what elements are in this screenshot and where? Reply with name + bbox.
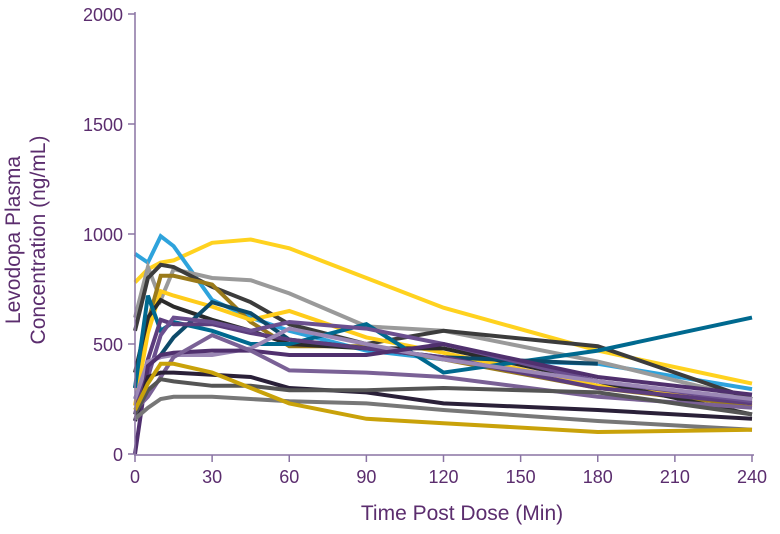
y-tick-label: 0 (113, 445, 123, 465)
series-line-18 (133, 361, 753, 435)
x-tick-label: 240 (737, 467, 767, 487)
x-tick-label: 0 (130, 467, 140, 487)
series-line-16 (133, 377, 753, 417)
series-line-4 (133, 262, 753, 401)
y-axis-label: Levodopa Plasma Concentration (ng/mL) (2, 136, 50, 345)
x-tick-label: 90 (356, 467, 376, 487)
x-tick-label: 60 (279, 467, 299, 487)
series-line-17 (133, 394, 753, 432)
series-line-1 (133, 237, 753, 386)
x-axis-label: Time Post Dose (Min) (361, 502, 563, 525)
series-layer (133, 233, 753, 455)
y-tick-label: 1000 (83, 225, 123, 245)
y-axis-label-line-1: Levodopa Plasma (2, 156, 25, 324)
x-tick-label: 180 (583, 467, 613, 487)
x-tick-label: 120 (428, 467, 458, 487)
y-tick-label: 2000 (83, 5, 123, 25)
y-tick-label: 1500 (83, 115, 123, 135)
x-tick-label: 30 (202, 467, 222, 487)
tick-layer: 0 30 60 90 120 150 180 210 240 0 500 1000 1500 2000 (83, 5, 767, 487)
y-axis-label-line-2: Concentration (ng/mL) (27, 136, 50, 345)
x-tick-label: 210 (660, 467, 690, 487)
x-tick-label: 150 (506, 467, 536, 487)
y-tick-label: 500 (93, 335, 123, 355)
